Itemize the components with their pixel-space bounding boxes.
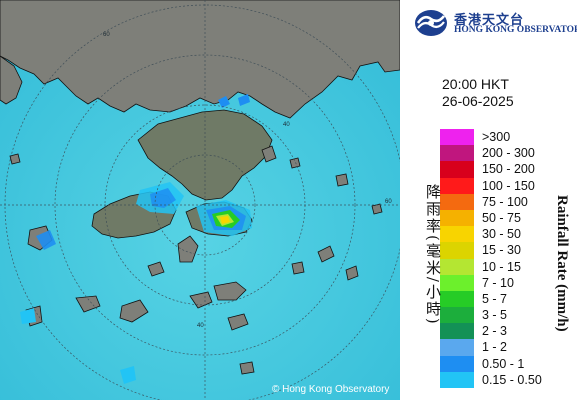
hong-kong-land xyxy=(137,109,273,201)
legend-swatch xyxy=(440,355,474,372)
legend-swatch xyxy=(440,339,474,356)
legend-row: 10 - 15 xyxy=(440,258,560,275)
legend-label: 2 - 3 xyxy=(482,324,508,339)
west-coast-land xyxy=(0,55,23,105)
legend-row: 2 - 3 xyxy=(440,323,560,340)
legend-row: 3 - 5 xyxy=(440,307,560,324)
range-ring-label: 60 xyxy=(385,199,392,205)
island xyxy=(345,265,359,281)
radar-date: 26-06-2025 xyxy=(442,93,514,109)
legend-row: 0.15 - 0.50 xyxy=(440,371,560,388)
legend-label: 50 - 75 xyxy=(482,210,521,225)
legend-label: 200 - 300 xyxy=(482,146,535,161)
legend-label: 1 - 2 xyxy=(482,340,508,355)
legend-panel: 香港天文台 HONG KONG OBSERVATORY 20:00 HKT 26… xyxy=(400,0,577,400)
org-name-en: HONG KONG OBSERVATORY xyxy=(454,25,577,35)
legend-swatch xyxy=(440,258,474,275)
legend-swatch xyxy=(440,145,474,162)
copyright-notice: © Hong Kong Observatory xyxy=(272,384,390,395)
range-ring xyxy=(54,54,356,356)
island xyxy=(75,295,101,313)
legend-title-en: Rainfall Rate (mm/h) xyxy=(554,194,570,332)
legend-label: >300 xyxy=(482,130,511,144)
legend-label: 100 - 150 xyxy=(482,178,535,193)
legend-label: 150 - 200 xyxy=(482,162,535,177)
legend-row: 30 - 50 xyxy=(440,226,560,243)
legend-title-zh: 降雨率(毫米/小時) xyxy=(424,184,442,326)
legend-label: 10 - 15 xyxy=(482,259,521,274)
island xyxy=(213,281,247,301)
legend-swatch xyxy=(440,193,474,210)
legend-swatch xyxy=(440,274,474,291)
island xyxy=(291,261,305,275)
radar-time: 20:00 HKT xyxy=(442,76,509,92)
range-ring-label: 40 xyxy=(283,122,290,128)
range-ring xyxy=(154,154,256,256)
island xyxy=(189,291,213,309)
legend-row: 15 - 30 xyxy=(440,242,560,259)
legend-swatch xyxy=(440,371,474,388)
range-ring-label: 40 xyxy=(197,323,204,329)
island xyxy=(371,203,383,215)
legend-label: 0.15 - 0.50 xyxy=(482,372,542,387)
island xyxy=(119,299,149,323)
island xyxy=(289,157,301,169)
legend-row: 50 - 75 xyxy=(440,209,560,227)
org-name-zh: 香港天文台 xyxy=(454,13,525,28)
legend-row: 100 - 150 xyxy=(440,177,560,194)
legend-row: 1 - 2 xyxy=(440,339,560,356)
legend-swatch xyxy=(440,161,474,178)
island xyxy=(147,261,165,277)
legend-label: 7 - 10 xyxy=(482,275,514,290)
island xyxy=(239,361,255,375)
legend-label: 75 - 100 xyxy=(482,194,528,209)
legend-label: 30 - 50 xyxy=(482,227,521,242)
legend-row: 7 - 10 xyxy=(440,274,560,291)
legend-row: 5 - 7 xyxy=(440,290,560,308)
legend-swatch xyxy=(440,209,474,227)
legend-swatch xyxy=(440,307,474,324)
legend-swatch xyxy=(440,242,474,259)
legend-row: 200 - 300 xyxy=(440,145,560,162)
hko-emblem-icon xyxy=(415,10,447,36)
rainfall-legend: >300 200 - 300 150 - 200 100 - 150 75 - 100 5… xyxy=(440,129,560,388)
legend-swatch xyxy=(440,177,474,194)
legend-label: 3 - 5 xyxy=(482,308,508,323)
rain-echoes xyxy=(20,94,252,384)
island xyxy=(9,153,21,165)
hko-logo: 香港天文台 HONG KONG OBSERVATORY xyxy=(414,8,577,40)
legend-label: 15 - 30 xyxy=(482,243,521,258)
legend-swatch xyxy=(440,323,474,340)
radar-map: 60 40 60 40 xyxy=(0,0,400,400)
legend-row: 0.50 - 1 xyxy=(440,355,560,372)
legend-label: 5 - 7 xyxy=(482,291,508,306)
range-rings xyxy=(0,0,400,400)
legend-row: 75 - 100 xyxy=(440,193,560,210)
legend-swatch xyxy=(440,129,474,146)
range-ring-label: 60 xyxy=(103,32,110,38)
island xyxy=(317,245,335,263)
island xyxy=(261,145,277,163)
legend-row: 150 - 200 xyxy=(440,161,560,178)
island xyxy=(335,173,349,187)
legend-label: 0.50 - 1 xyxy=(482,356,525,371)
legend-swatch xyxy=(440,290,474,308)
legend-swatch xyxy=(440,226,474,243)
legend-row: >300 xyxy=(440,129,560,146)
island xyxy=(227,313,249,331)
